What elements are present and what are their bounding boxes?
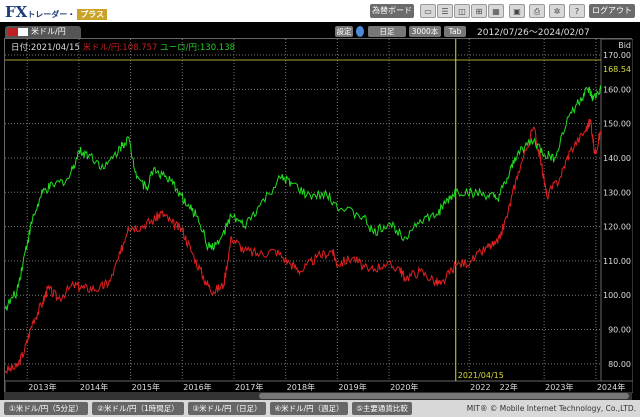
- timeframe-select[interactable]: 日足: [368, 26, 406, 37]
- x-tick-label: 2015年: [132, 382, 160, 392]
- chart-panel: 米ドル/円 設定 日足 3000本 Tab 2012/07/26～2024/02…: [0, 22, 640, 400]
- y-tick-label: 140.00: [603, 154, 631, 163]
- layout-quad-icon[interactable]: ⊞: [471, 4, 487, 18]
- logo-text: FX: [5, 3, 28, 21]
- bars-select[interactable]: 3000本: [409, 26, 441, 37]
- legend-eur: ユーロ/円:130.138: [160, 43, 236, 53]
- pair-label: 米ドル/円: [31, 27, 66, 36]
- x-tick-label: 2024年: [597, 382, 625, 392]
- x-tick-label: 2020年: [390, 382, 418, 392]
- legend-date: 日付:2021/04/15: [11, 43, 80, 53]
- x-tick-label: 2013年: [28, 382, 56, 392]
- logo: FXトレーダー・ プラス: [5, 3, 108, 21]
- tab-compare[interactable]: ⑤主要通貨比較: [352, 402, 412, 415]
- y-tick-label: 170.00: [603, 51, 631, 60]
- y-tick-label: 110.00: [603, 257, 631, 266]
- layout-single-icon[interactable]: ▭: [420, 4, 436, 18]
- current-price-label: 168.54: [603, 65, 631, 74]
- x-tick-label: 2018年: [287, 382, 315, 392]
- logo-plus: プラス: [77, 9, 108, 20]
- help-icon[interactable]: ?: [569, 4, 585, 18]
- layout-rows-icon[interactable]: ☰: [437, 4, 453, 18]
- pair-tab[interactable]: 米ドル/円: [5, 26, 81, 38]
- footer: ①米ドル/円（5分足） ②米ドル/円（1時間足） ③米ドル/円（日足） ④米ドル…: [0, 400, 640, 417]
- y-tick-label: 80.00: [608, 360, 631, 369]
- scrollbar-thumb[interactable]: [259, 393, 629, 399]
- chart-svg: 80.00 90.00 100.00 110.00 120.00 130.00 140.00…: [5, 39, 633, 393]
- tab-1hour[interactable]: ②米ドル/円（1時間足）: [92, 402, 184, 415]
- y-axis-label: Bid: [618, 41, 631, 50]
- eur-jpy-line: [5, 85, 602, 311]
- x-tick-label: 2023年: [545, 382, 573, 392]
- settings-icon[interactable]: ✲: [549, 4, 565, 18]
- y-tick-label: 100.00: [603, 291, 631, 300]
- copyright: MIT® © Mobile Internet Technology, Co.,L…: [466, 404, 636, 413]
- draw-tool-icon[interactable]: [356, 26, 364, 37]
- y-tick-label: 120.00: [603, 223, 631, 232]
- x-tick-label: 2019年: [338, 382, 366, 392]
- x-tick-label: 22年: [500, 382, 518, 392]
- usd-jpy-line: [5, 119, 602, 374]
- x-tick-label: 2017年: [235, 382, 263, 392]
- date-range: 2012/07/26～2024/02/07: [477, 28, 590, 38]
- legend: 日付:2021/04/15 米ドル/円:108.757 ユーロ/円:130.13…: [11, 41, 235, 53]
- tab-5min[interactable]: ①米ドル/円（5分足）: [4, 402, 88, 415]
- x-tick-label: 2016年: [183, 382, 211, 392]
- fx-board-button[interactable]: 為替ボード: [370, 4, 414, 18]
- y-tick-label: 160.00: [603, 85, 631, 94]
- logout-button[interactable]: ログアウト: [589, 4, 635, 18]
- layout-grid-icon[interactable]: ▦: [488, 4, 504, 18]
- print-icon[interactable]: ⎙: [529, 4, 545, 18]
- flag-icon: [8, 28, 28, 36]
- y-tick-label: 130.00: [603, 188, 631, 197]
- cursor-date-label: 2021/04/15: [458, 371, 504, 380]
- layout-cols-icon[interactable]: ◫: [454, 4, 470, 18]
- save-icon[interactable]: ▣: [509, 4, 525, 18]
- y-axis-panel: [600, 39, 633, 382]
- logo-sub: トレーダー・: [27, 10, 76, 19]
- x-axis-panel: [5, 380, 633, 393]
- tab-button[interactable]: Tab: [444, 26, 466, 37]
- legend-usd: 米ドル/円:108.757: [82, 43, 158, 53]
- tab-weekly[interactable]: ④米ドル/円（週足）: [270, 402, 348, 415]
- x-tick-label: 2022: [470, 383, 490, 392]
- header: FXトレーダー・ プラス 為替ボード ▭ ☰ ◫ ⊞ ▦ ▣ ⎙ ✲ ? ログアウ…: [0, 0, 640, 22]
- settings-button[interactable]: 設定: [335, 26, 353, 37]
- y-tick-label: 90.00: [608, 326, 631, 335]
- y-tick-label: 150.00: [603, 120, 631, 129]
- cursor-date-bg: [456, 370, 507, 380]
- x-tick-label: 2014年: [80, 382, 108, 392]
- chart-area[interactable]: 80.00 90.00 100.00 110.00 120.00 130.00 140.00…: [4, 38, 633, 393]
- tab-daily[interactable]: ③米ドル/円（日足）: [188, 402, 266, 415]
- scrollbar[interactable]: [4, 392, 632, 400]
